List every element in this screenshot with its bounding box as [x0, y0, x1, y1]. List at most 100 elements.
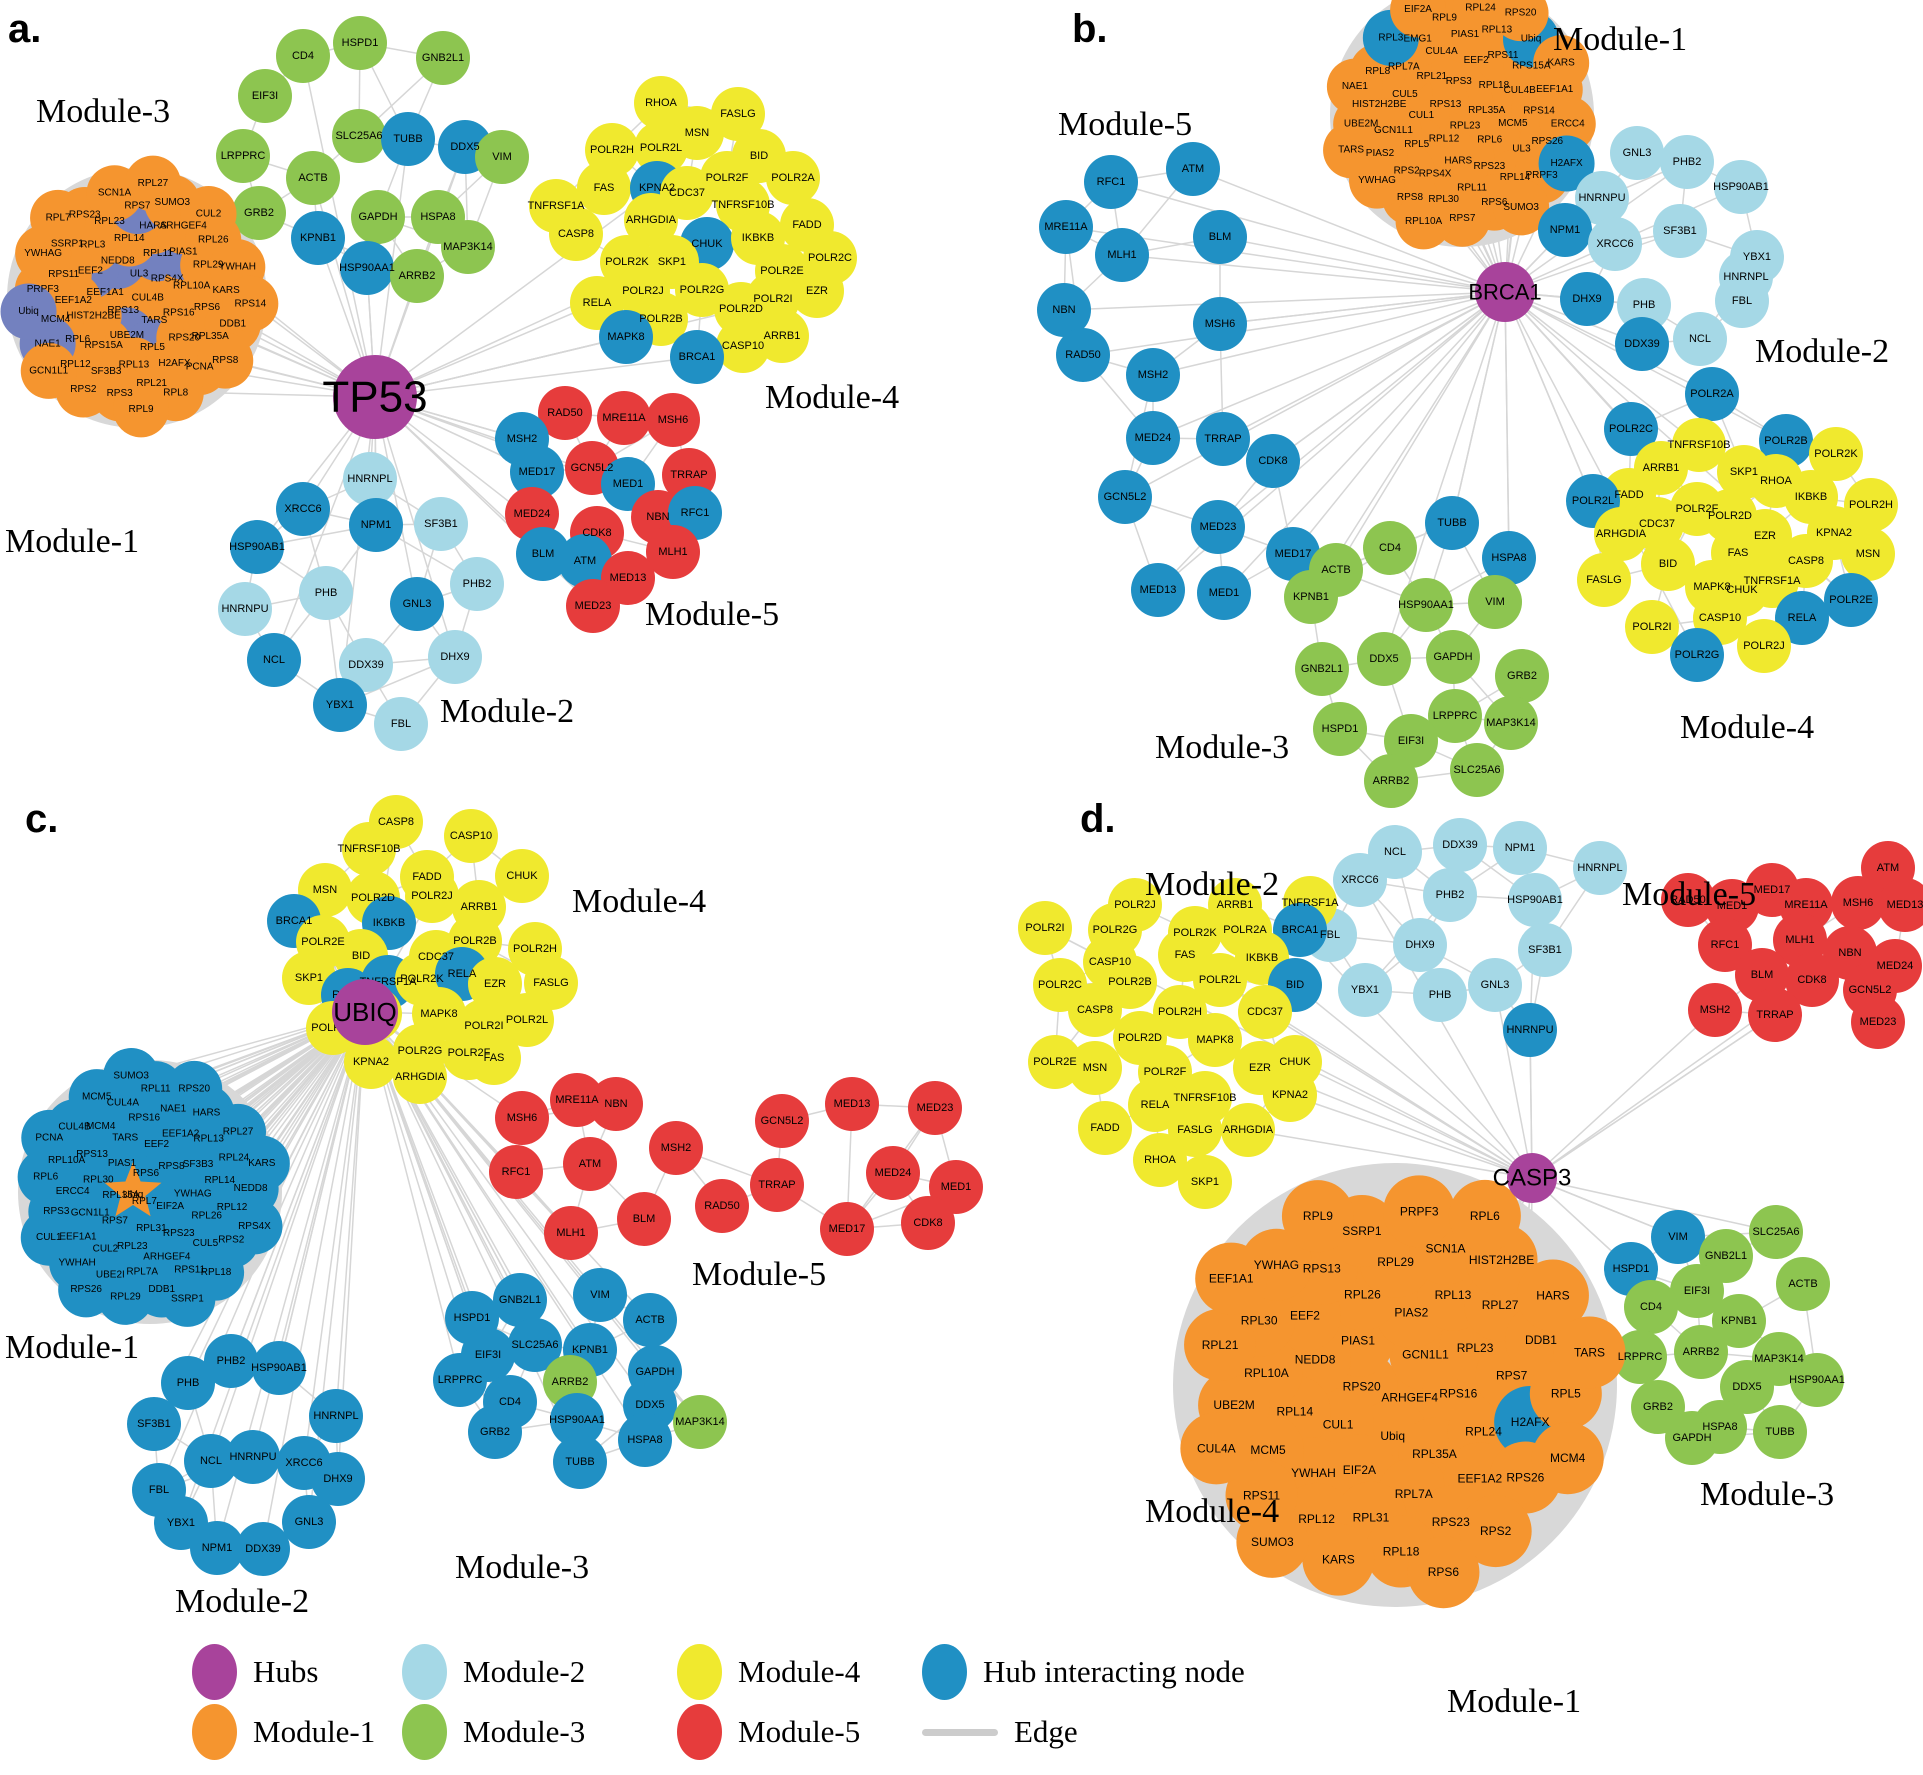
- module-3-swatch-icon: [402, 1704, 447, 1760]
- node: [716, 319, 770, 373]
- node: [908, 1081, 962, 1135]
- node: [1433, 818, 1487, 872]
- node-label: HNRNPL: [313, 1410, 358, 1422]
- node-label: POLR2K: [1173, 927, 1217, 939]
- edge: [1272, 291, 1506, 462]
- node-label: EEF1A2: [1457, 1471, 1502, 1485]
- node-label: SCN1A: [98, 188, 132, 199]
- node: [276, 482, 330, 536]
- node-label: RPL18: [201, 1267, 232, 1278]
- node-label: RPS11: [174, 1265, 205, 1276]
- node-label: TNFRSF10B: [1174, 1092, 1237, 1104]
- node-label: POLR2F: [1144, 1066, 1187, 1078]
- node-label: RPL3: [80, 240, 105, 251]
- node-label: SLC25A6: [335, 130, 382, 142]
- node-label: POLR2I: [1632, 621, 1671, 633]
- node-label: POLR2K: [1814, 448, 1858, 460]
- node: [1363, 521, 1417, 575]
- node-label: TUBB: [1437, 517, 1466, 529]
- node: [516, 527, 570, 581]
- node-label: EEF1A1: [1209, 1272, 1254, 1286]
- node-label: HARS: [193, 1108, 221, 1119]
- node-label: MRE11A: [602, 412, 646, 424]
- module-label: Module-2: [440, 693, 574, 730]
- node-label: MSH2: [507, 433, 538, 445]
- node-label: RPS4X: [238, 1221, 271, 1232]
- node-label: SF3B1: [1663, 225, 1697, 237]
- node-label: VIM: [492, 151, 512, 163]
- node-label: RPS8: [1397, 192, 1424, 203]
- node-label: ARHGEF4: [143, 1252, 191, 1263]
- node-label: VIM: [1485, 596, 1505, 608]
- legend-item-module-5: Module-5: [677, 1703, 860, 1761]
- node-label: RPS11: [1243, 1488, 1280, 1502]
- node-label: BLM: [532, 548, 555, 560]
- node-label: HNRNPL: [1577, 862, 1622, 874]
- node-label: CASP8: [558, 228, 594, 240]
- node-label: RPL29: [1377, 1255, 1414, 1269]
- node: [344, 1035, 398, 1089]
- node-label: RPL7A: [126, 1267, 158, 1278]
- node-label: FAS: [1728, 547, 1749, 559]
- node-label: GCN5L2: [1849, 984, 1892, 996]
- node: [1448, 1179, 1521, 1252]
- node-label: PHB2: [217, 1355, 246, 1367]
- node-label: GCN1L1: [29, 365, 68, 376]
- node: [1641, 537, 1695, 591]
- node: [1313, 702, 1367, 756]
- node-label: RPL12: [60, 359, 91, 370]
- node: [566, 579, 620, 633]
- node: [450, 557, 504, 611]
- node-label: MED13: [834, 1098, 871, 1110]
- node: [493, 1273, 547, 1327]
- node-label: RPS13: [1430, 99, 1462, 110]
- module-label: Module-1: [1553, 21, 1687, 58]
- node: [495, 1091, 549, 1145]
- node-label: TRRAP: [1756, 1009, 1793, 1021]
- node: [649, 1121, 703, 1175]
- node: [238, 69, 292, 123]
- node-label: CD4: [292, 50, 314, 62]
- node-label: CDK8: [1797, 974, 1826, 986]
- node: [711, 87, 765, 141]
- node-label: RPL5: [1404, 139, 1429, 150]
- node-label: GAPDH: [358, 211, 397, 223]
- node: [1364, 754, 1418, 808]
- node-label: RPL12: [1429, 133, 1460, 144]
- node: [646, 525, 700, 579]
- node: [1493, 179, 1550, 236]
- module-label: Module-4: [1680, 709, 1814, 746]
- node: [1195, 1242, 1268, 1315]
- node-label: RPL7: [132, 1196, 157, 1207]
- node-label: PIAS2: [1366, 148, 1395, 159]
- node-label: MLH1: [1107, 249, 1136, 261]
- node: [1831, 876, 1885, 930]
- node: [634, 76, 688, 130]
- node-label: GCN1L1: [1402, 1348, 1449, 1362]
- edge: [1294, 984, 1533, 1179]
- node: [1068, 1041, 1122, 1095]
- node-label: HSP90AB1: [1507, 894, 1563, 906]
- node: [282, 1495, 336, 1549]
- node-label: DDX39: [245, 1543, 280, 1555]
- node-label: RPS7: [1449, 213, 1476, 224]
- node: [1295, 642, 1349, 696]
- node-label: EEF1A1: [87, 287, 125, 298]
- node-label: EIF2A: [156, 1201, 184, 1212]
- node-label: RPL13: [119, 360, 150, 371]
- node-label: ACTB: [635, 1314, 664, 1326]
- node: [236, 1522, 290, 1576]
- node-label: MRE11A: [1784, 899, 1828, 911]
- node: [349, 498, 403, 552]
- node-label: MED23: [575, 600, 612, 612]
- node-label: RPL11: [1457, 183, 1487, 194]
- node-label: RPS16: [1439, 1386, 1477, 1400]
- node-label: MSH6: [1205, 318, 1236, 330]
- node-label: TNFRSF10B: [338, 843, 401, 855]
- node-label: RPS6: [194, 302, 221, 313]
- node-label: ATM: [579, 1158, 601, 1170]
- node-label: RPS2: [70, 384, 97, 395]
- node-label: SUMO3: [113, 1071, 149, 1082]
- node-label: SSRP1: [51, 239, 84, 250]
- node: [1670, 628, 1724, 682]
